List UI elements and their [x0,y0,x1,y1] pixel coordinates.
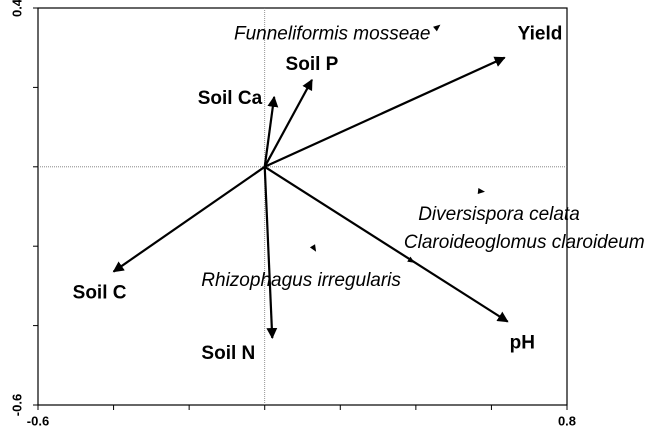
species-point [433,24,441,32]
vector-arrow [112,165,266,273]
y-tick-label: 0.4 [9,0,24,17]
species-point [407,256,415,263]
vector-arrow [263,166,278,340]
x-tick-label: 0.8 [558,413,576,428]
vector-label: Soil P [286,54,339,75]
species-point [309,244,317,252]
vector-arrow [264,165,509,323]
vector-label: Yield [518,24,563,45]
y-tick-label: -0.6 [9,394,24,416]
plot-frame [37,7,568,406]
vector-arrow [263,95,279,167]
species-point [477,188,486,195]
species-label: Diversispora celata [418,204,580,225]
vector-label: pH [510,333,535,354]
vector-label: Soil C [73,283,127,304]
species-label: Claroideoglomus claroideum [404,232,645,253]
species-label: Rhizophagus irregularis [201,270,401,291]
vector-label: Soil Ca [198,88,263,109]
x-tick-label: -0.6 [27,413,49,428]
species-label: Funneliformis mosseae [234,24,430,45]
vector-arrow [264,56,506,168]
vector-arrow [263,78,313,168]
vector-label: Soil N [201,343,255,364]
